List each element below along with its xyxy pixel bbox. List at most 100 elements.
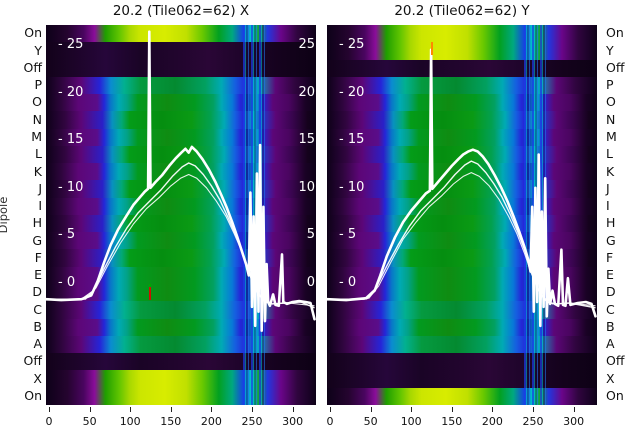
inner-ytick-label-right: 0 <box>306 275 315 290</box>
panel-title-x: 20.2 (Tile062=62) X <box>112 3 250 19</box>
row-label-right: C <box>606 301 615 317</box>
row-label-right: Off <box>606 59 625 75</box>
x-tick <box>492 407 494 412</box>
row-label-left: O <box>32 94 42 110</box>
data-marker <box>431 42 433 55</box>
row-label-right: Off <box>606 353 625 369</box>
heatmap-panel-y: - 25 - 20 - 15 - 10 - 5 - 0 <box>327 25 597 405</box>
panel-title-y: 20.2 (Tile062=62) Y <box>394 3 530 19</box>
x-tick-label: 200 <box>200 415 222 428</box>
inner-ytick-label: - 5 <box>58 227 76 243</box>
row-label-left: On <box>24 387 42 403</box>
row-label-left: P <box>34 77 42 93</box>
inner-ytick-label: - 25 <box>58 37 84 52</box>
x-tick-label: 0 <box>326 415 334 428</box>
row-label-right: D <box>606 284 616 300</box>
x-tick-label: 250 <box>241 415 263 428</box>
inner-ytick-label: - 20 <box>339 84 365 100</box>
inner-ytick-label-right: 20 <box>298 84 315 100</box>
data-marker <box>149 284 151 300</box>
x-tick-label: 50 <box>82 415 97 428</box>
row-label-left: G <box>32 232 42 248</box>
row-label-left: B <box>33 318 42 334</box>
x-tick-label: 200 <box>481 415 503 428</box>
inner-ytick-label: - 10 <box>339 179 365 195</box>
spectrum-curve <box>46 173 315 307</box>
spectrum-curves <box>327 48 597 328</box>
inner-ytick-label: - 15 <box>339 132 365 148</box>
x-tick <box>292 407 294 412</box>
x-tick <box>451 407 453 412</box>
x-tick <box>411 407 413 412</box>
spectrum-curve <box>327 48 597 328</box>
inner-ytick-label: - 5 <box>339 227 357 243</box>
x-tick <box>330 407 331 412</box>
row-label-right: M <box>606 128 617 144</box>
row-label-right: O <box>606 94 616 110</box>
heatmap-panel-x: - 25 25 - 20 20 - 15 15 - 10 10 - 5 5 - 0 0 <box>46 25 316 405</box>
x-tick <box>130 407 132 412</box>
row-label-right: H <box>606 215 616 231</box>
spectrum-curves <box>46 30 316 332</box>
row-label-left: E <box>34 267 42 283</box>
spectrum-curve <box>46 30 316 332</box>
x-tick <box>533 407 534 412</box>
x-tick <box>211 407 213 412</box>
row-label-right: B <box>606 318 615 334</box>
row-label-left: A <box>33 336 42 352</box>
x-tick <box>49 407 50 412</box>
row-label-right: A <box>606 336 615 352</box>
row-label-right: L <box>606 146 613 162</box>
row-label-right: Y <box>606 42 614 58</box>
row-label-right: N <box>606 111 616 127</box>
x-tick-label: 50 <box>363 415 378 428</box>
row-label-right: P <box>606 77 614 93</box>
x-tick-label: 250 <box>522 415 544 428</box>
row-label-left: N <box>32 111 42 127</box>
inner-ytick-label-right: 25 <box>298 37 315 52</box>
inner-ytick-label: - 20 <box>58 84 84 100</box>
row-label-right: K <box>606 163 615 179</box>
x-tick <box>89 407 91 412</box>
row-label-right: F <box>606 249 614 265</box>
row-labels-left: On Y Off P O N M L K J I H G F E D C B A Off X On <box>0 25 42 405</box>
row-label-left: Off <box>23 353 42 369</box>
x-tick-label: 150 <box>160 415 182 428</box>
row-label-right: J <box>606 180 610 196</box>
inner-ytick-label: - 0 <box>339 275 357 290</box>
x-tick-label: 300 <box>282 415 304 428</box>
row-label-left: L <box>35 146 42 162</box>
x-tick <box>370 407 372 412</box>
row-label-left: J <box>38 180 42 196</box>
row-label-left: M <box>31 128 42 144</box>
row-label-left: Y <box>34 42 42 58</box>
inner-ytick-label-right: 15 <box>298 132 315 148</box>
row-labels-right: On Y Off P O N M L K J I H G F E D C B A Off X On <box>606 25 640 405</box>
row-label-right: X <box>606 370 615 386</box>
row-label-left: H <box>32 215 42 231</box>
x-tick-label: 150 <box>441 415 463 428</box>
spectrum-curve <box>327 160 596 309</box>
inner-ytick-label: - 25 <box>339 37 365 52</box>
spectrum-curve <box>327 172 596 307</box>
row-label-right: On <box>606 25 624 41</box>
x-tick <box>252 407 253 412</box>
inner-ytick-label-right: 5 <box>306 227 315 243</box>
inner-ytick-label: - 10 <box>58 179 84 195</box>
x-tick-label: 100 <box>400 415 422 428</box>
row-label-left: K <box>33 163 42 179</box>
row-label-right: I <box>606 198 610 214</box>
row-label-left: C <box>33 301 42 317</box>
x-tick-label: 300 <box>563 415 585 428</box>
row-label-left: X <box>33 370 42 386</box>
row-label-right: On <box>606 387 624 403</box>
inner-ytick-label: - 0 <box>58 275 76 290</box>
row-label-left: I <box>38 198 42 214</box>
row-label-left: On <box>24 25 42 41</box>
row-label-left: F <box>34 249 42 265</box>
x-tick <box>573 407 575 412</box>
row-label-left: Off <box>23 59 42 75</box>
row-label-right: E <box>606 267 614 283</box>
x-tick-label: 0 <box>45 415 53 428</box>
